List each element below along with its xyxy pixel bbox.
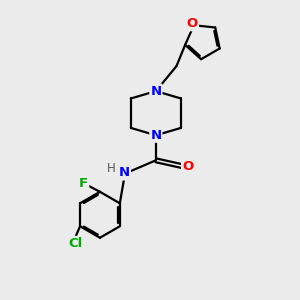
Text: Cl: Cl: [68, 237, 83, 250]
Text: N: N: [119, 167, 130, 179]
Text: O: O: [182, 160, 193, 173]
Text: N: N: [150, 129, 161, 142]
Text: H: H: [107, 162, 116, 175]
Text: N: N: [150, 85, 161, 98]
Text: O: O: [187, 17, 198, 30]
Text: F: F: [79, 177, 88, 190]
